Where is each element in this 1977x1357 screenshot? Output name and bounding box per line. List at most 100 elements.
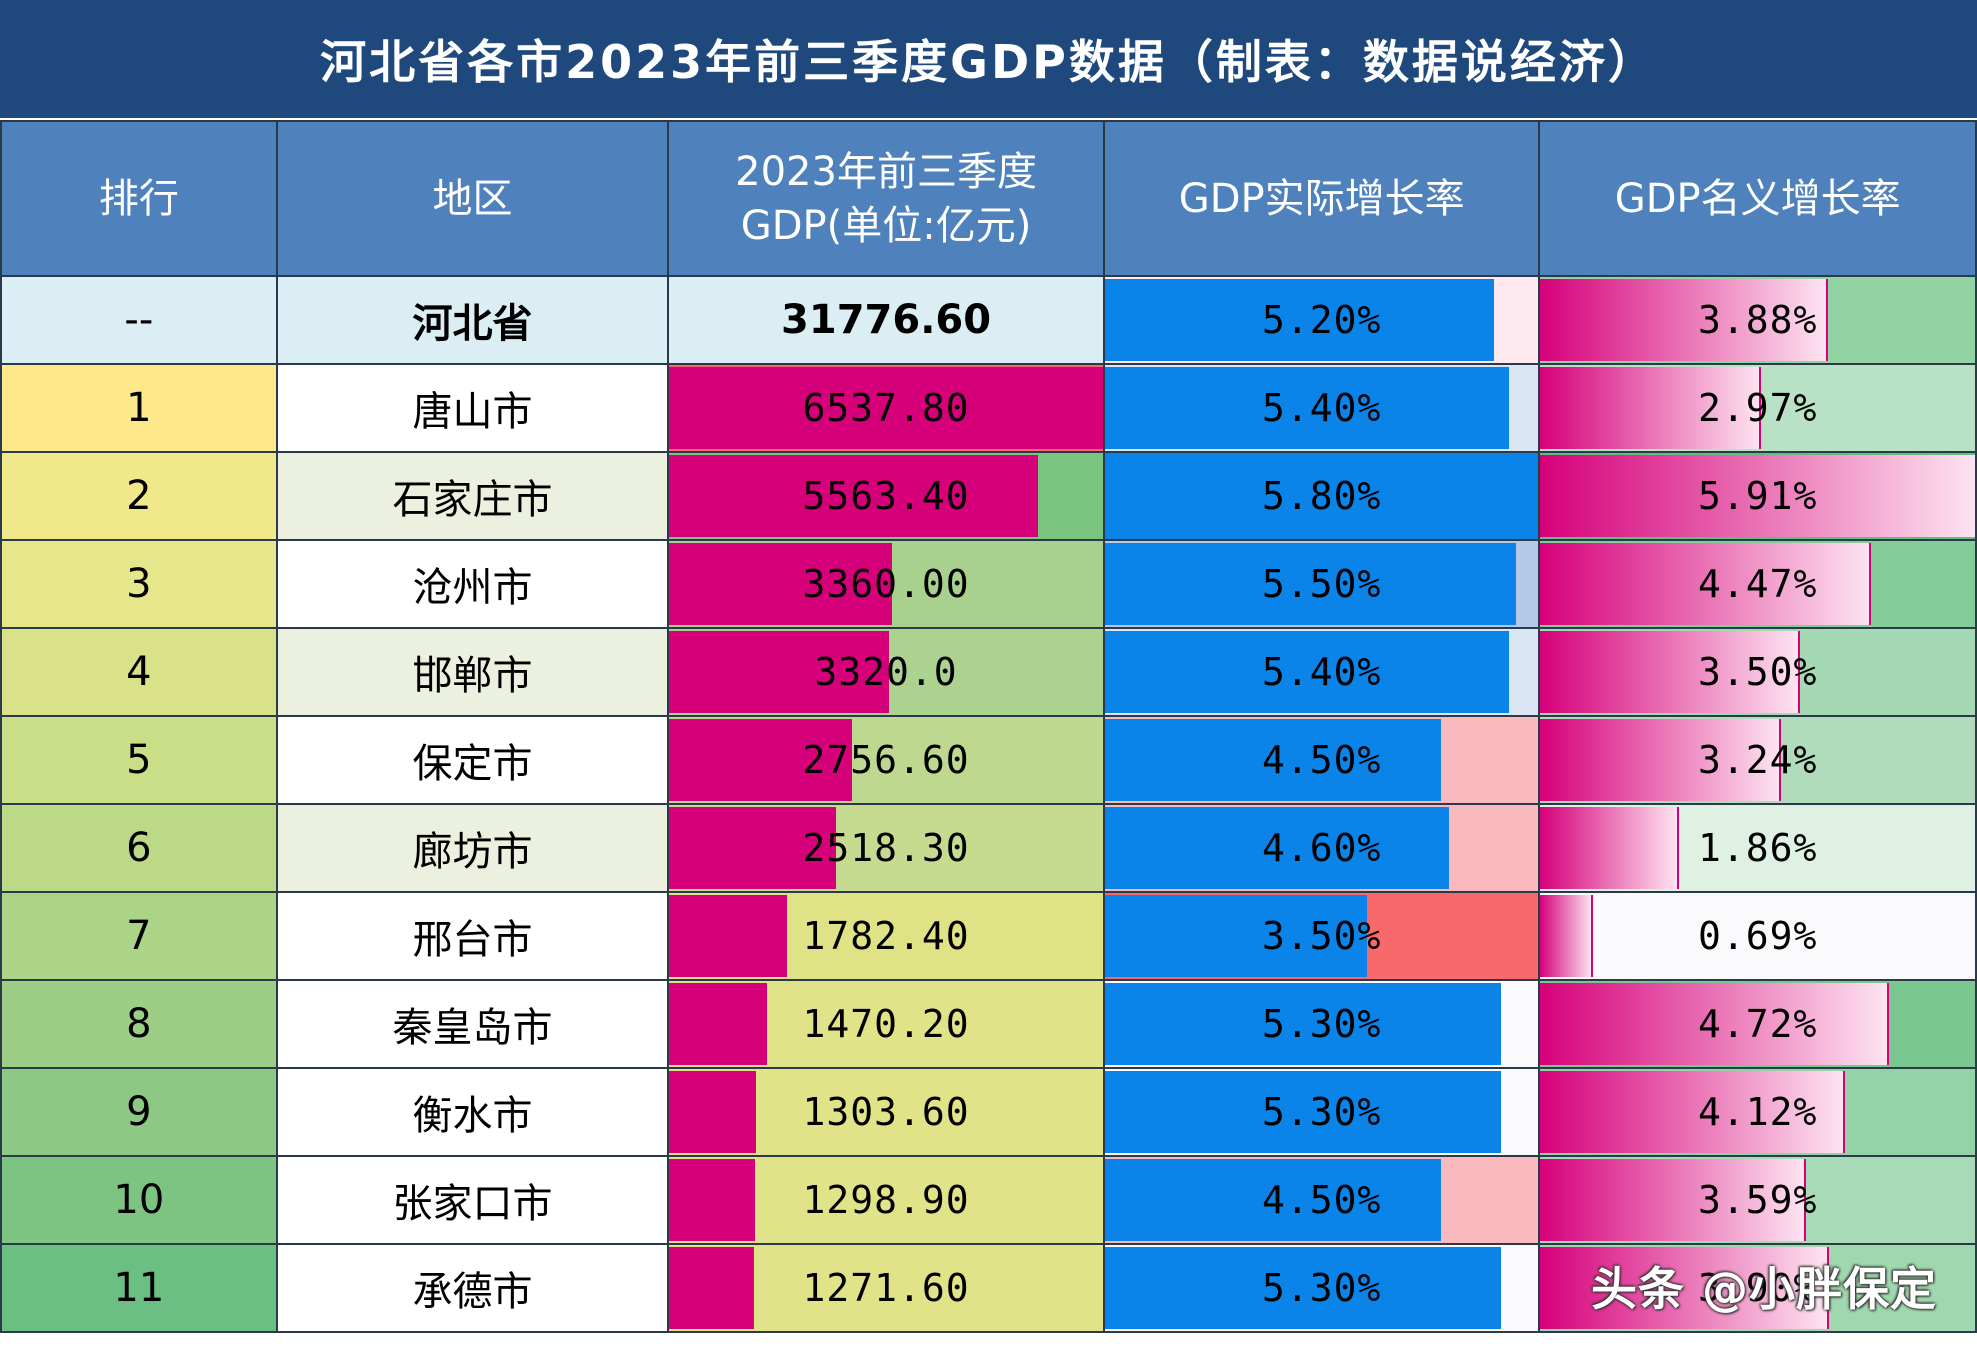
nominal-growth-cell: 4.12% <box>1538 1067 1977 1157</box>
nominal-growth-cell-bar <box>1541 455 1975 537</box>
nominal-growth-cell-wrap: 3.90% <box>1541 1246 1974 1330</box>
real-growth-cell-label: 5.30% <box>1261 1266 1382 1310</box>
nominal-growth-cell-label: 1.86% <box>1698 826 1818 870</box>
rank-cell: 6 <box>0 803 278 893</box>
real-growth-cell-label: 5.20% <box>1261 298 1382 342</box>
nominal-growth-cell-bar <box>1541 895 1594 977</box>
region-cell-text: 邯郸市 <box>412 653 533 699</box>
nominal-growth-cell: 3.88% <box>1538 275 1977 365</box>
table-row: 7 邢台市 1782.40 3.50% 0.69% <box>0 891 1977 981</box>
gdp-cell-wrap: 6537.80 <box>670 366 1102 450</box>
region-cell: 承德市 <box>275 1243 670 1333</box>
table-title: 河北省各市2023年前三季度GDP数据（制表：数据说经济） <box>0 0 1977 120</box>
gdp-cell: 3360.00 <box>667 539 1105 629</box>
nominal-growth-cell: 3.90% <box>1538 1243 1977 1333</box>
rank-cell: 7 <box>0 891 278 981</box>
gdp-cell-label: 3320.0 <box>814 650 958 694</box>
real-growth-cell-wrap: 5.30% <box>1105 1246 1538 1330</box>
rank-cell-text: 1 <box>126 385 152 431</box>
real-growth-cell-wrap: 5.30% <box>1105 982 1538 1066</box>
nominal-growth-cell-wrap: 4.72% <box>1541 982 1974 1066</box>
real-growth-cell: 5.40% <box>1102 627 1541 717</box>
region-cell: 廊坊市 <box>275 803 670 893</box>
real-growth-cell-bar <box>1105 279 1494 361</box>
gdp-cell: 3320.0 <box>667 627 1105 717</box>
rank-cell-text: -- <box>124 297 154 343</box>
nominal-growth-cell-wrap: 5.91% <box>1541 454 1975 538</box>
nominal-growth-cell-wrap: 1.86% <box>1541 806 1974 890</box>
nominal-growth-cell-bar <box>1541 1247 1830 1329</box>
nominal-growth-cell: 4.72% <box>1538 979 1977 1069</box>
nominal-growth-cell-label: 3.88% <box>1698 298 1818 342</box>
nominal-growth-cell-label: 4.47% <box>1698 562 1818 606</box>
real-growth-cell-label: 3.50% <box>1261 914 1382 958</box>
rank-cell-text: 2 <box>126 473 152 519</box>
real-growth-cell-bar <box>1105 543 1516 625</box>
real-growth-cell-label: 4.50% <box>1261 1178 1382 1222</box>
real-growth-cell: 4.50% <box>1102 1155 1541 1245</box>
nominal-growth-cell-bar <box>1541 1159 1807 1241</box>
region-cell-text: 沧州市 <box>412 565 533 611</box>
gdp-cell-label: 1470.20 <box>802 1002 970 1046</box>
gdp-cell-wrap: 1298.90 <box>670 1158 1102 1242</box>
gdp-cell: 1470.20 <box>667 979 1105 1069</box>
real-growth-cell-wrap: 5.20% <box>1105 278 1538 362</box>
region-cell: 邯郸市 <box>275 627 670 717</box>
nominal-growth-cell-bar <box>1541 807 1680 889</box>
region-cell: 邢台市 <box>275 891 670 981</box>
real-growth-cell-bar <box>1105 1247 1502 1329</box>
real-growth-cell-bar <box>1105 455 1538 537</box>
gdp-cell-label: 3360.00 <box>802 562 970 606</box>
gdp-cell: 2756.60 <box>667 715 1105 805</box>
header-gdp-line1: 2023年前三季度 <box>735 148 1037 195</box>
real-growth-cell: 5.30% <box>1102 1243 1541 1333</box>
real-growth-cell-wrap: 4.50% <box>1105 718 1538 802</box>
gdp-cell-wrap: 3360.00 <box>670 542 1102 626</box>
nominal-growth-cell-wrap: 3.59% <box>1541 1158 1974 1242</box>
region-cell: 张家口市 <box>275 1155 670 1245</box>
nominal-growth-cell-wrap: 0.69% <box>1541 894 1974 978</box>
nominal-growth-cell-bar <box>1541 983 1890 1065</box>
gdp-cell-label: 6537.80 <box>802 386 970 430</box>
gdp-cell-bar <box>670 807 837 889</box>
gdp-cell: 2518.30 <box>667 803 1105 893</box>
table-row: 10 张家口市 1298.90 4.50% 3.59% <box>0 1155 1977 1245</box>
table-row: 2 石家庄市 5563.40 5.80% 5.91% <box>0 451 1977 541</box>
gdp-cell: 1782.40 <box>667 891 1105 981</box>
region-cell-text: 张家口市 <box>392 1181 553 1227</box>
real-growth-cell-bar <box>1105 1071 1502 1153</box>
real-growth-cell-label: 4.50% <box>1261 738 1382 782</box>
nominal-growth-cell-wrap: 4.47% <box>1541 542 1974 626</box>
nominal-growth-cell-label: 3.59% <box>1698 1178 1818 1222</box>
rank-cell: 5 <box>0 715 278 805</box>
gdp-cell-wrap: 1303.60 <box>670 1070 1102 1154</box>
table-row: 6 廊坊市 2518.30 4.60% 1.86% <box>0 803 1977 893</box>
gdp-cell-label: 5563.40 <box>802 474 970 518</box>
region-cell-text: 秦皇岛市 <box>392 1005 553 1051</box>
table-row: 11 承德市 1271.60 5.30% 3.90% <box>0 1243 1977 1333</box>
real-growth-cell-label: 5.50% <box>1261 562 1382 606</box>
nominal-growth-cell-label: 0.69% <box>1698 914 1818 958</box>
real-growth-cell: 4.50% <box>1102 715 1541 805</box>
region-cell-text: 河北省 <box>412 301 533 347</box>
rank-cell: 9 <box>0 1067 278 1157</box>
real-growth-cell-label: 5.40% <box>1261 386 1382 430</box>
nominal-growth-cell-wrap: 3.50% <box>1541 630 1974 714</box>
region-cell-text: 衡水市 <box>412 1093 533 1139</box>
rank-cell-text: 8 <box>126 1001 152 1047</box>
header-region: 地区 <box>275 120 670 277</box>
region-cell-text: 邢台市 <box>412 917 533 963</box>
gdp-cell-bar <box>670 543 893 625</box>
gdp-cell-label: 1271.60 <box>802 1266 970 1310</box>
region-cell-text: 廊坊市 <box>412 829 533 875</box>
gdp-cell-bar <box>670 1247 754 1329</box>
gdp-cell: 1271.60 <box>667 1243 1105 1333</box>
gdp-cell: 1298.90 <box>667 1155 1105 1245</box>
real-growth-cell: 5.20% <box>1102 275 1541 365</box>
rank-cell-text: 5 <box>126 737 152 783</box>
gdp-cell-wrap: 3320.0 <box>670 630 1102 714</box>
gdp-cell-label: 2518.30 <box>802 826 970 870</box>
rank-cell: 3 <box>0 539 278 629</box>
gdp-cell-text: 31776.60 <box>781 297 992 343</box>
nominal-growth-cell: 3.50% <box>1538 627 1977 717</box>
